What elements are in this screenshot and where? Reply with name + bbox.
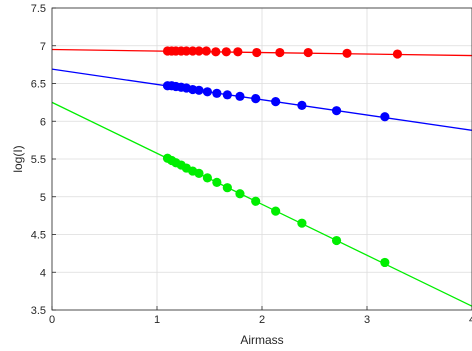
x-axis-ticks: 0 1 2 3 4	[49, 306, 472, 326]
data-point-series-1	[392, 49, 403, 59]
data-point-series-1	[201, 46, 211, 56]
data-point-series-1	[211, 47, 221, 57]
data-point-series-3	[202, 173, 212, 183]
fit-line-series-2	[52, 68, 472, 131]
data-point-series-3	[235, 189, 245, 199]
data-point-series-1	[221, 47, 231, 57]
y-tick-label: 4	[40, 267, 46, 279]
data-point-series-2	[222, 90, 232, 100]
data-points	[162, 46, 403, 268]
data-point-series-2	[297, 100, 307, 110]
data-point-series-1	[303, 47, 313, 58]
data-point-series-1	[252, 47, 262, 58]
data-point-series-2	[251, 94, 261, 104]
y-tick-label: 4.5	[31, 230, 46, 242]
x-tick-label: 1	[154, 314, 160, 326]
data-point-series-3	[251, 196, 261, 206]
data-point-series-3	[222, 183, 232, 193]
x-tick-label: 4	[469, 314, 472, 326]
y-axis-label: log(I)	[11, 145, 25, 172]
data-point-series-1	[188, 46, 198, 56]
data-point-series-3	[331, 235, 342, 246]
data-point-series-1	[342, 48, 352, 58]
x-tick-label: 2	[259, 314, 265, 326]
data-point-series-3	[297, 218, 307, 228]
data-point-series-2	[235, 91, 245, 101]
y-tick-label: 7	[40, 41, 46, 53]
y-tick-label: 7.5	[31, 3, 46, 15]
data-point-series-1	[233, 47, 243, 57]
data-point-series-2	[380, 112, 390, 122]
y-tick-label: 5.5	[31, 154, 46, 166]
y-tick-label: 5	[40, 192, 46, 204]
x-tick-label: 0	[49, 314, 55, 326]
data-point-series-2	[202, 87, 212, 97]
fit-line-series-3	[52, 101, 472, 307]
y-axis-ticks: 3.5 4 4.5 5 5.5 6 6.5 7 7.5	[31, 3, 56, 317]
y-tick-label: 6	[40, 116, 46, 128]
data-point-series-2	[331, 106, 342, 116]
x-axis-label: Airmass	[240, 333, 283, 347]
data-point-series-3	[271, 206, 281, 216]
plot-area	[51, 7, 472, 311]
data-point-series-3	[212, 177, 222, 188]
data-point-series-1	[275, 47, 285, 58]
data-point-series-3	[380, 257, 390, 268]
data-point-series-1	[181, 46, 191, 56]
data-point-series-2	[212, 88, 222, 98]
data-point-series-1	[194, 46, 204, 56]
x-tick-label: 3	[364, 314, 370, 326]
data-point-series-2	[271, 97, 281, 107]
data-point-series-2	[194, 85, 204, 95]
y-tick-label: 3.5	[31, 305, 46, 317]
y-tick-label: 6.5	[31, 79, 46, 91]
data-point-series-3	[194, 168, 204, 178]
